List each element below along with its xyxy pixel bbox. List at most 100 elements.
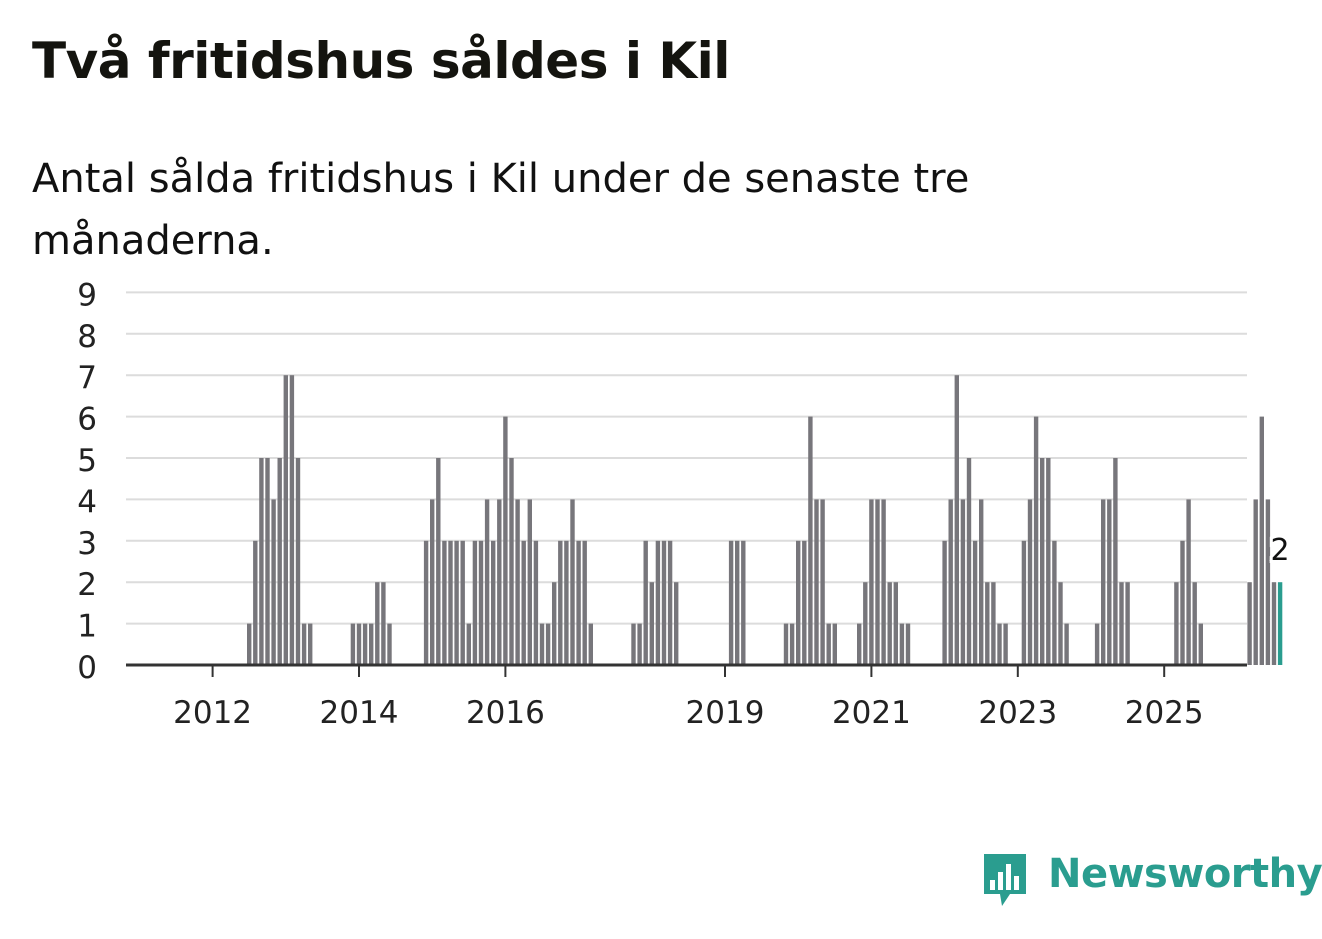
bar	[289, 375, 295, 665]
bar	[832, 623, 837, 665]
bar	[533, 540, 539, 665]
bar	[387, 623, 392, 665]
bar	[381, 582, 386, 665]
bar	[1192, 582, 1197, 665]
bar	[893, 582, 898, 665]
bar	[564, 540, 569, 665]
bar	[430, 499, 435, 665]
bar	[728, 540, 734, 665]
bar	[655, 540, 661, 665]
bar	[875, 499, 880, 665]
bar	[1021, 540, 1027, 665]
bar	[539, 623, 545, 665]
bar	[985, 582, 990, 665]
bar	[1040, 458, 1045, 665]
bar	[442, 540, 447, 665]
bar	[637, 623, 642, 665]
bar	[271, 499, 276, 665]
y-tick-label: 2	[77, 567, 97, 603]
bar	[667, 540, 673, 665]
bar	[1247, 582, 1252, 665]
bar	[1125, 582, 1130, 665]
bar	[454, 540, 459, 665]
bar	[277, 458, 282, 665]
bar	[283, 375, 288, 665]
bar	[991, 582, 996, 665]
bar	[802, 540, 807, 665]
bar	[247, 623, 252, 665]
x-tick-label: 2025	[1125, 695, 1204, 730]
bar	[1101, 499, 1106, 665]
bar	[1271, 582, 1277, 665]
bar	[899, 623, 905, 665]
bar	[1186, 499, 1191, 665]
bar	[491, 540, 496, 665]
bar	[1259, 416, 1264, 665]
bar	[1174, 582, 1179, 665]
y-tick-label: 5	[77, 443, 97, 479]
bar	[1003, 623, 1008, 665]
bar	[869, 499, 874, 665]
bar	[1265, 499, 1271, 665]
y-tick-label: 4	[77, 484, 97, 520]
bar	[649, 582, 654, 665]
bar	[942, 540, 947, 665]
bar	[1046, 458, 1051, 665]
bar	[1119, 582, 1124, 665]
bar	[552, 582, 557, 665]
bar	[472, 540, 478, 665]
logo-text: Newsworthy	[1048, 851, 1322, 897]
bar	[558, 540, 563, 665]
bar	[826, 623, 831, 665]
bar	[796, 540, 801, 665]
highlight-value-label: 2	[1271, 533, 1290, 568]
chart-subtitle: Antal sålda fritidshus i Kil under de se…	[32, 156, 970, 264]
bar	[570, 499, 575, 665]
y-tick-label: 0	[77, 650, 97, 686]
bar	[857, 623, 862, 665]
bar	[350, 623, 356, 665]
bar	[484, 499, 490, 665]
bar	[1064, 623, 1069, 665]
bar	[295, 458, 301, 665]
bar	[1180, 540, 1185, 665]
bar	[997, 623, 1002, 665]
bar	[503, 416, 508, 665]
bar	[448, 540, 453, 665]
bar	[375, 582, 380, 665]
bar	[515, 499, 520, 665]
bar	[1094, 623, 1100, 665]
bar	[478, 540, 484, 665]
bar	[661, 540, 667, 665]
bar	[1033, 416, 1039, 665]
bar	[960, 499, 966, 665]
bar	[369, 623, 374, 665]
x-tick-label: 2014	[320, 695, 399, 730]
y-tick-label: 1	[77, 609, 97, 645]
bar	[966, 458, 972, 665]
bar	[735, 540, 740, 665]
bar	[881, 499, 886, 665]
y-tick-label: 3	[77, 526, 97, 562]
bar	[1027, 499, 1033, 665]
bar	[1107, 499, 1112, 665]
bar	[253, 540, 258, 665]
y-tick-label: 6	[77, 402, 97, 438]
bar	[545, 623, 551, 665]
bar	[460, 540, 465, 665]
bar	[631, 623, 636, 665]
bar	[954, 375, 959, 665]
bar	[259, 458, 264, 665]
bar	[674, 582, 679, 665]
bar	[789, 623, 795, 665]
bar	[863, 582, 868, 665]
bar	[362, 623, 368, 665]
bar	[1253, 499, 1258, 665]
bar	[265, 458, 270, 665]
bar	[521, 540, 526, 665]
bar	[643, 540, 648, 665]
newsworthy-logo: Newsworthy	[980, 848, 1322, 912]
x-tick-label: 2019	[686, 695, 765, 730]
bar	[820, 499, 825, 665]
bar	[588, 623, 593, 665]
